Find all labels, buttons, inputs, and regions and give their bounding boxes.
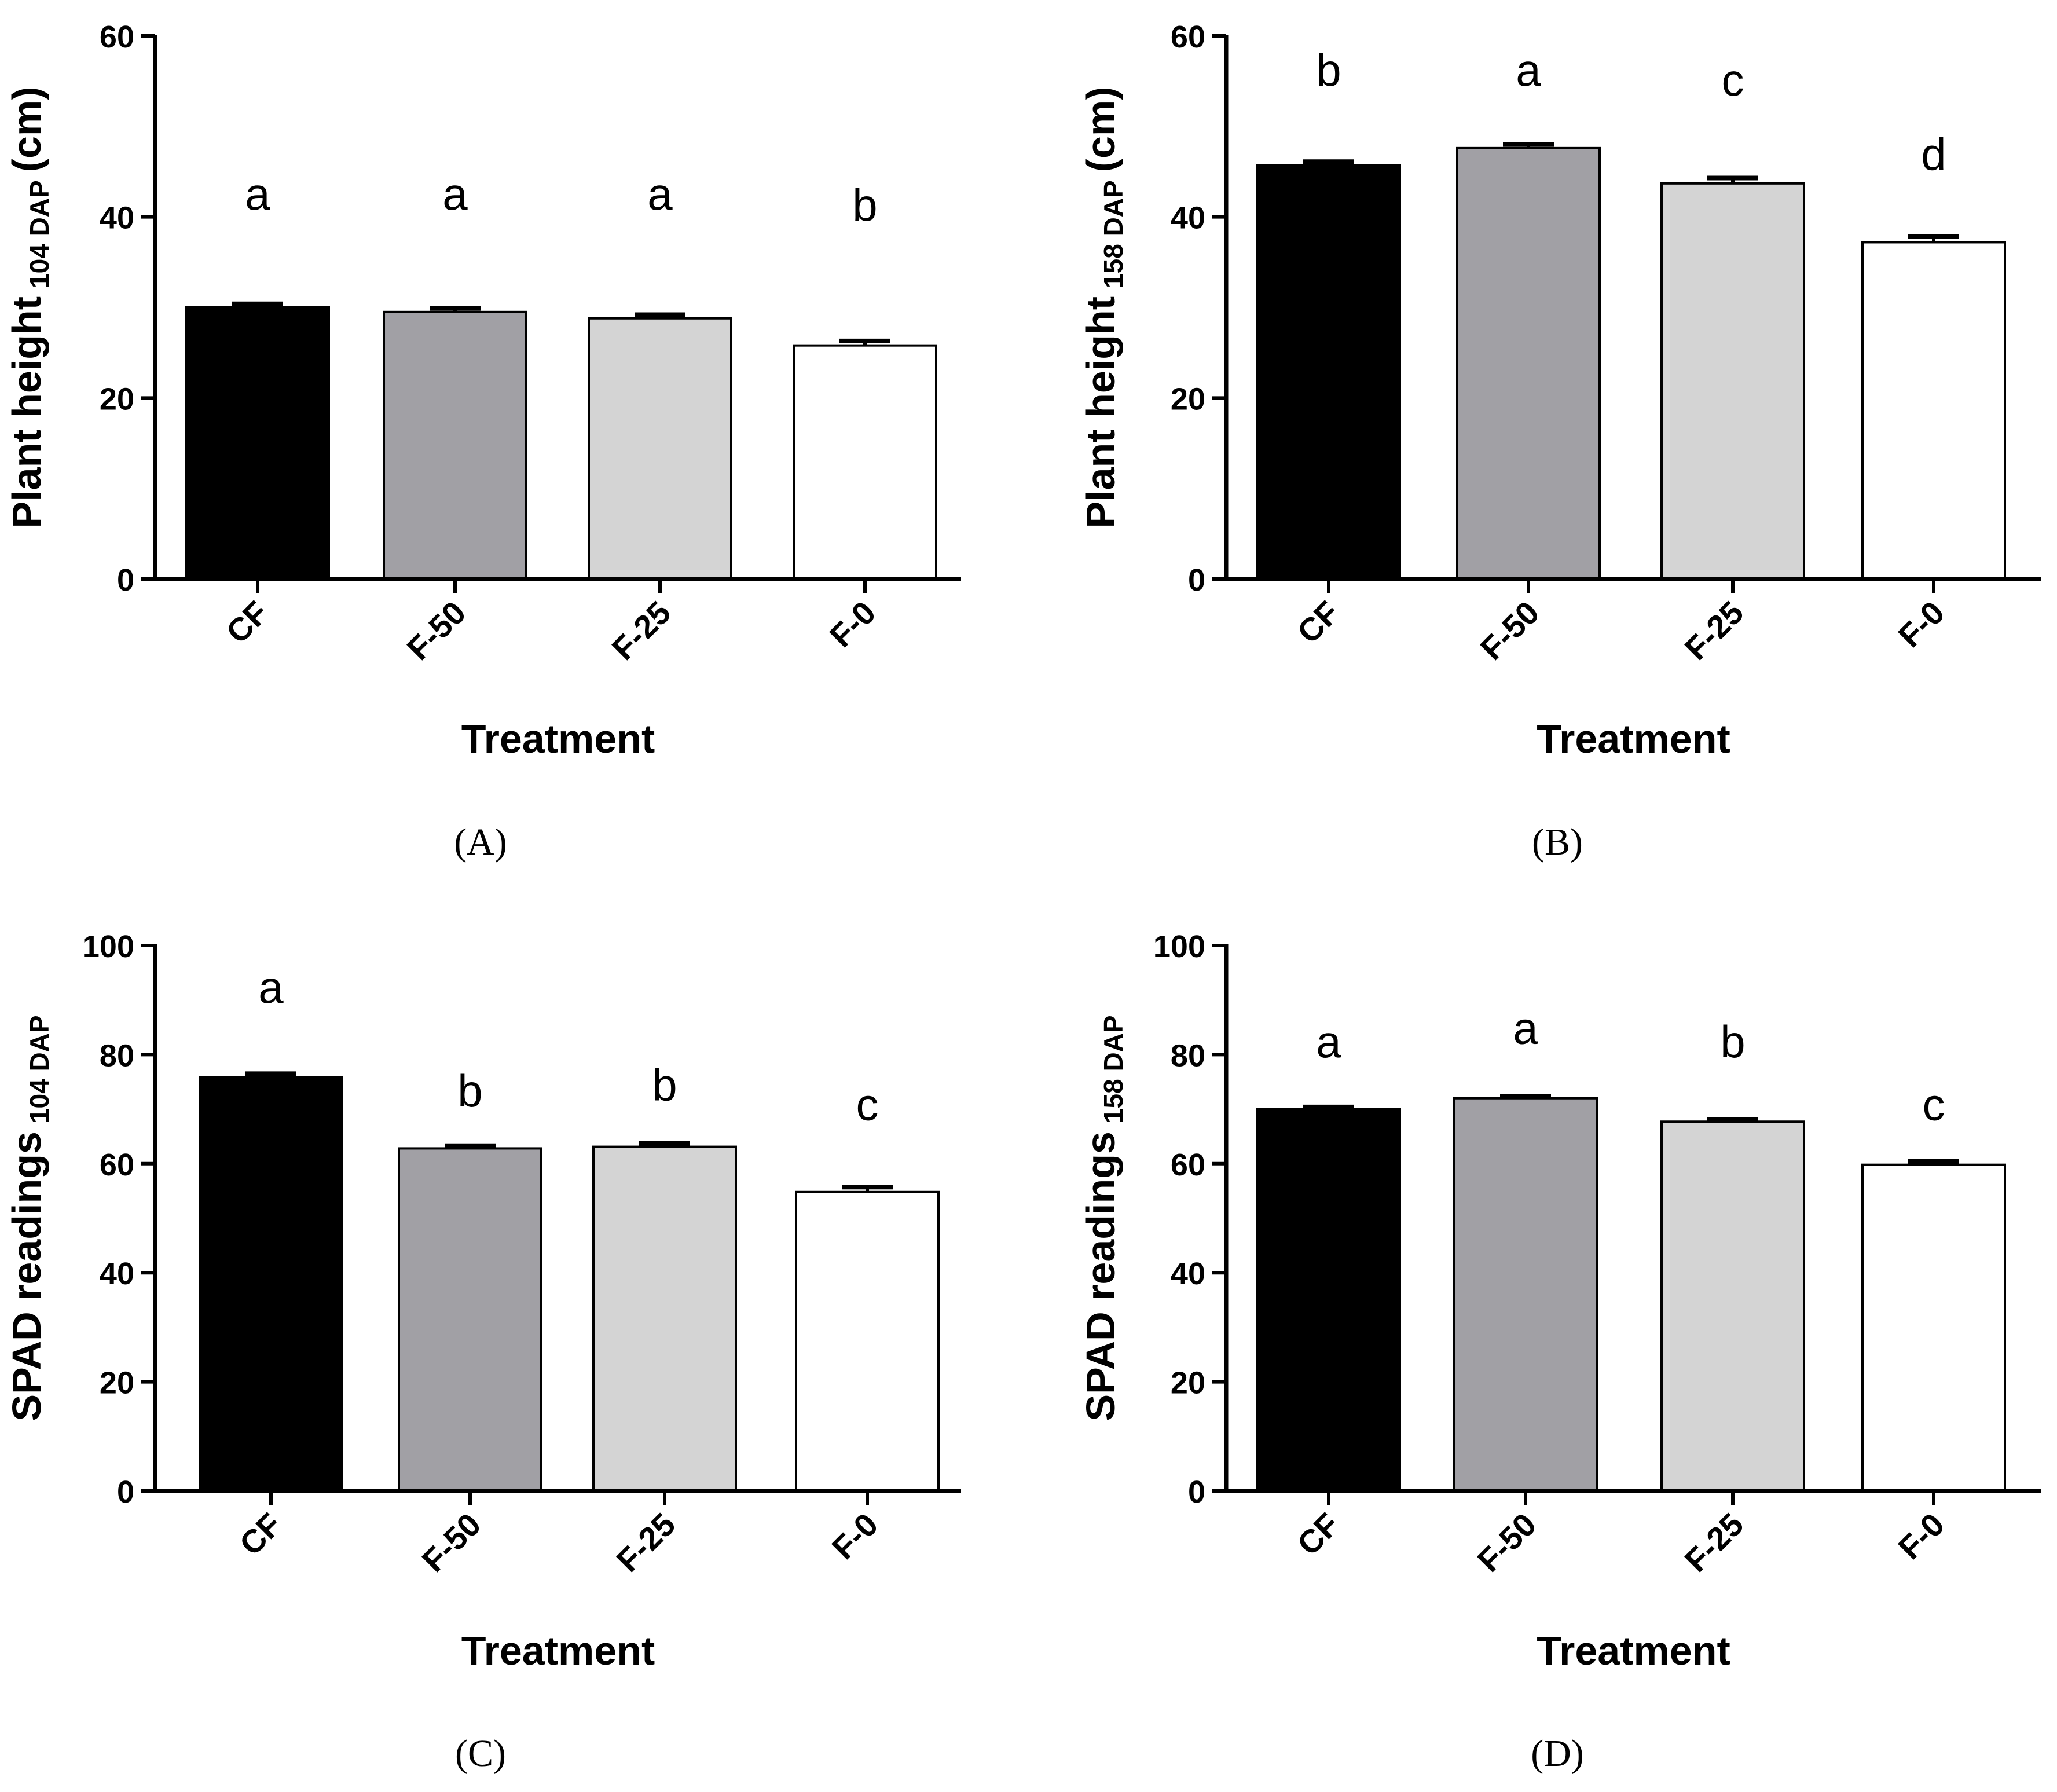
x-axis-title: Treatment [1537,716,1730,761]
y-tick-label: 100 [82,929,134,964]
x-tick-label: F-25 [605,594,678,667]
bar-f-0 [795,1190,940,1492]
x-tick-label: F-0 [825,1506,885,1566]
x-tick-label: CF [1290,594,1346,650]
panel-caption: (D) [1531,1732,1584,1775]
x-axis-title: Treatment [461,716,655,761]
y-axis-title-subscript: 104 DAP [24,180,54,288]
y-axis-title-subscript: 104 DAP [24,1015,54,1123]
x-tick-label: F-0 [1891,594,1952,654]
y-tick-label: 20 [100,382,134,416]
bar-f-50 [1453,1097,1598,1492]
bar-f-0 [1861,241,2006,580]
bar-f-25 [592,1145,737,1492]
x-tick-label: F-25 [610,1506,683,1579]
panel-caption: (B) [1532,821,1583,863]
bar-f-50 [398,1147,542,1492]
y-axis-title-main: SPAD readings [1078,1131,1123,1421]
y-tick-label: 60 [100,20,134,54]
y-tick-label: 40 [100,201,134,236]
significance-letter: c [1722,54,1744,105]
y-axis-title-subscript: 158 DAP [1098,180,1128,288]
bar-cf [185,306,330,580]
bar-f-25 [1660,1120,1805,1492]
bar-f-25 [1660,182,1805,581]
y-tick-label: 40 [1171,201,1205,236]
y-axis-title-main: Plant height [1078,296,1123,529]
x-tick-label: F-25 [1678,1506,1751,1579]
y-tick-label: 20 [1171,382,1205,416]
significance-letter: b [652,1060,677,1111]
y-tick-label: 20 [1171,1366,1205,1401]
significance-letter: c [856,1079,879,1130]
y-tick-label: 0 [117,1475,134,1509]
y-axis-title-unit: (cm) [1078,86,1123,172]
panel-caption: (C) [455,1732,506,1775]
y-tick-label: 0 [117,563,134,598]
bar-f-0 [1861,1163,2006,1492]
y-tick-label: 0 [1188,1475,1205,1509]
y-tick-label: 100 [1153,929,1205,964]
significance-letter: a [1516,45,1541,96]
x-tick-label: F-50 [1471,1506,1543,1579]
y-axis-title-main: Plant height [4,296,49,529]
y-axis-title: SPAD readings 104 DAP [4,1015,54,1421]
chart-panel-a: a a a b 0 20 40 60 CF F-50 F-25 F-0 Treatment Plant h… [4,20,961,863]
x-tick-label: CF [219,594,275,650]
significance-letter: a [647,168,673,219]
bar-cf [199,1076,343,1492]
y-tick-label: 60 [1171,20,1205,54]
y-axis-title: Plant height 104 DAP (cm) [4,86,54,528]
y-axis-title-unit: (cm) [4,86,49,172]
significance-letter: b [1316,45,1341,96]
significance-letter: b [457,1065,482,1116]
x-axis-title: Treatment [1537,1628,1730,1673]
significance-letter: a [258,962,284,1013]
significance-letter: a [1513,1003,1538,1054]
y-axis-title-main: SPAD readings [4,1131,49,1421]
y-tick-label: 40 [1171,1256,1205,1291]
significance-letter: b [852,179,877,230]
bar-cf [1256,1108,1401,1492]
x-tick-label: F-50 [1473,594,1546,667]
x-tick-label: F-25 [1678,594,1751,667]
x-tick-label: F-50 [400,594,473,667]
significance-letter: d [1921,129,1946,179]
significance-letter: c [1923,1079,1945,1130]
y-tick-label: 20 [100,1366,134,1401]
y-tick-label: 80 [100,1038,134,1073]
significance-letter: b [1720,1016,1745,1067]
y-axis-title: SPAD readings 158 DAP [1078,1015,1128,1421]
y-axis-title: Plant height 158 DAP (cm) [1078,86,1128,528]
y-axis-title-subscript: 158 DAP [1098,1015,1128,1123]
chart-panel-b: b a c d 0 20 40 60 CF F-50 F-25 F-0 Treatment Plant h… [1078,20,2041,863]
bar-f-25 [588,317,732,580]
y-tick-label: 40 [100,1256,134,1291]
y-tick-label: 80 [1171,1038,1205,1073]
y-tick-label: 60 [100,1148,134,1182]
bar-f-50 [383,310,527,580]
significance-letter: a [245,168,270,219]
chart-panel-d: a a b c 0 20 40 60 80 100 CF F-50 F-25 F-0 Treatment SP… [1078,929,2041,1775]
y-tick-label: 60 [1171,1148,1205,1182]
x-tick-label: F-50 [415,1506,488,1579]
x-tick-label: F-0 [1891,1506,1952,1566]
x-tick-label: F-0 [823,594,883,654]
bar-f-50 [1456,146,1601,580]
chart-panel-c: a b b c 0 20 40 60 80 100 CF F-50 F-25 F-0 Treatment SP… [4,929,961,1775]
significance-letter: a [1316,1016,1341,1067]
bar-cf [1256,164,1401,581]
bar-f-0 [793,344,937,580]
x-tick-label: CF [232,1506,288,1562]
x-tick-label: CF [1290,1506,1346,1562]
panel-caption: (A) [454,821,507,863]
x-axis-title: Treatment [461,1628,655,1673]
y-tick-label: 0 [1188,563,1205,598]
significance-letter: a [442,168,468,219]
